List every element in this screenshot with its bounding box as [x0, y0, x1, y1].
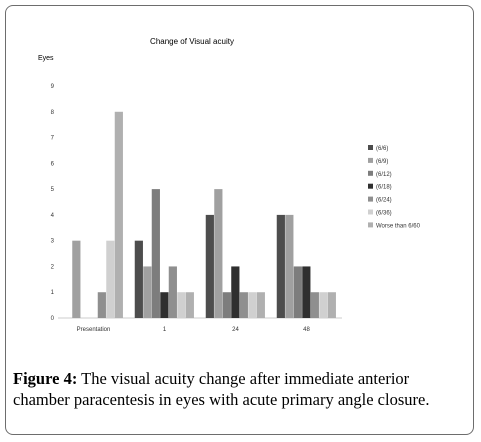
x-tick-label: Presentation: [77, 327, 111, 333]
legend: (6/6) (6/9) (6/12) (6/18) (6/24) (6/36) Worse …: [368, 145, 421, 229]
legend-label: (6/18): [376, 185, 392, 191]
y-tick-label: 1: [51, 290, 55, 296]
bar: [177, 292, 186, 318]
bar: [239, 292, 248, 318]
figure-caption: Figure 4: The visual acuity change after…: [13, 368, 468, 410]
bar: [168, 266, 177, 318]
bar: [327, 292, 336, 318]
figure-frame: [5, 5, 474, 435]
bar: [285, 214, 294, 318]
legend-label: (6/24): [376, 198, 392, 204]
legend-swatch: [368, 209, 373, 215]
bar: [185, 292, 194, 318]
legend-label: (6/12): [376, 172, 392, 178]
y-tick-label: 5: [51, 187, 55, 193]
bar: [143, 266, 152, 318]
chart-title: Change of Visual acuity: [150, 37, 234, 46]
bar: [302, 266, 311, 318]
y-tick-label: 3: [51, 239, 55, 245]
bar: [222, 292, 231, 318]
x-tick-label: 48: [303, 327, 310, 333]
bar: [151, 189, 160, 318]
y-tick-label: 6: [51, 161, 55, 167]
bar: [106, 240, 115, 318]
y-tick-label: 9: [51, 84, 55, 90]
legend-swatch: [368, 196, 373, 202]
legend-swatch: [368, 183, 373, 189]
bar: [248, 292, 257, 318]
y-tick-label: 0: [51, 316, 55, 322]
x-tick-label: 1: [163, 327, 167, 333]
legend-swatch: [368, 157, 373, 163]
bar: [214, 189, 223, 318]
figure-caption-text: The visual acuity change after immediate…: [13, 369, 430, 409]
bar: [293, 266, 302, 318]
legend-swatch: [368, 145, 373, 150]
bar: [72, 240, 81, 318]
y-axis-label: Eyes: [38, 55, 54, 62]
bar: [256, 292, 265, 318]
bar: [310, 292, 319, 318]
legend-label: Worse than 6/60: [376, 223, 421, 229]
bar: [319, 292, 328, 318]
y-tick-label: 2: [51, 264, 55, 270]
bar: [114, 111, 123, 318]
x-tick-label: 24: [232, 327, 239, 333]
legend-swatch: [368, 222, 373, 228]
y-tick-label: 4: [51, 213, 55, 219]
figure-label: Figure 4:: [13, 369, 78, 388]
y-axis-ticks: 0 1 2 3 4 5 6 7 8 9: [51, 84, 55, 322]
bar: [276, 214, 285, 318]
x-axis-ticks: Presentation 1 24 48: [77, 327, 311, 333]
bar: [160, 292, 169, 318]
legend-label: (6/6): [376, 146, 388, 152]
y-tick-label: 7: [51, 136, 55, 142]
legend-swatch: [368, 170, 373, 176]
bar: [134, 240, 143, 318]
legend-label: (6/36): [376, 211, 392, 217]
y-tick-label: 8: [51, 110, 55, 116]
legend-label: (6/9): [376, 159, 388, 165]
bar: [231, 266, 240, 318]
bar: [97, 292, 106, 318]
bar: [205, 214, 214, 318]
bar-marks: [72, 111, 336, 318]
